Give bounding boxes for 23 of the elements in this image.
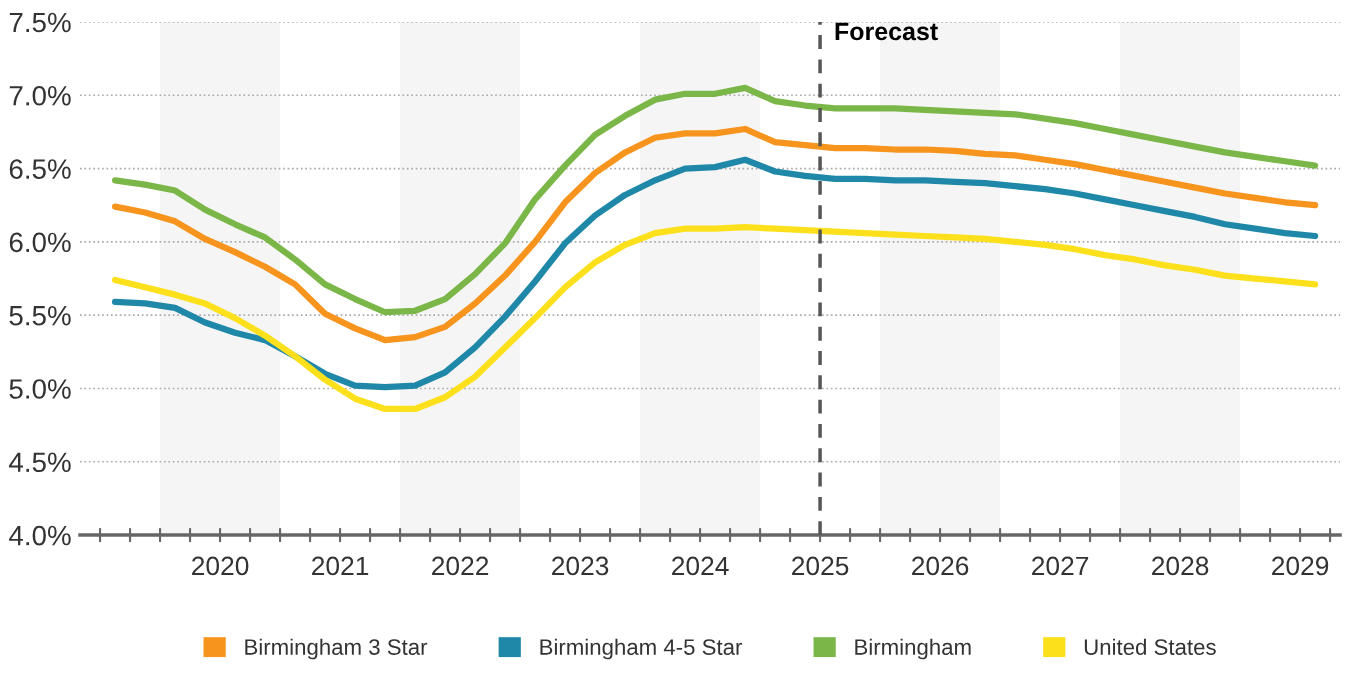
y-tick-label: 5.5% (9, 305, 71, 326)
y-tick-label: 4.5% (9, 452, 71, 473)
x-tick-label: 2028 (1152, 556, 1209, 576)
y-tick-label: 7.5% (9, 12, 71, 33)
x-tick-label: 2022 (432, 556, 489, 576)
x-tick-label: 2023 (552, 556, 609, 576)
legend-label: United States (1084, 638, 1216, 655)
x-tick-label: 2027 (1032, 556, 1089, 576)
x-tick-label: 2021 (312, 556, 369, 576)
x-tick-label: 2025 (792, 556, 849, 576)
x-tick-label: 2029 (1272, 556, 1329, 576)
x-tick-label: 2026 (912, 556, 969, 576)
y-tick-label: 7.0% (9, 85, 71, 106)
y-tick-label: 6.0% (9, 232, 71, 253)
legend-label: Birmingham (855, 638, 971, 660)
x-tick-label: 2024 (672, 556, 729, 576)
legend-label: Birmingham 3 Star (245, 638, 428, 660)
y-tick-label: 5.0% (9, 379, 71, 399)
ref-line-label: Forecast (835, 22, 938, 41)
y-tick-label: 4.0% (9, 525, 71, 546)
y-tick-label: 6.5% (9, 159, 71, 179)
legend-label: Birmingham 4-5 Star (540, 638, 743, 660)
x-tick-label: 2020 (192, 556, 249, 576)
